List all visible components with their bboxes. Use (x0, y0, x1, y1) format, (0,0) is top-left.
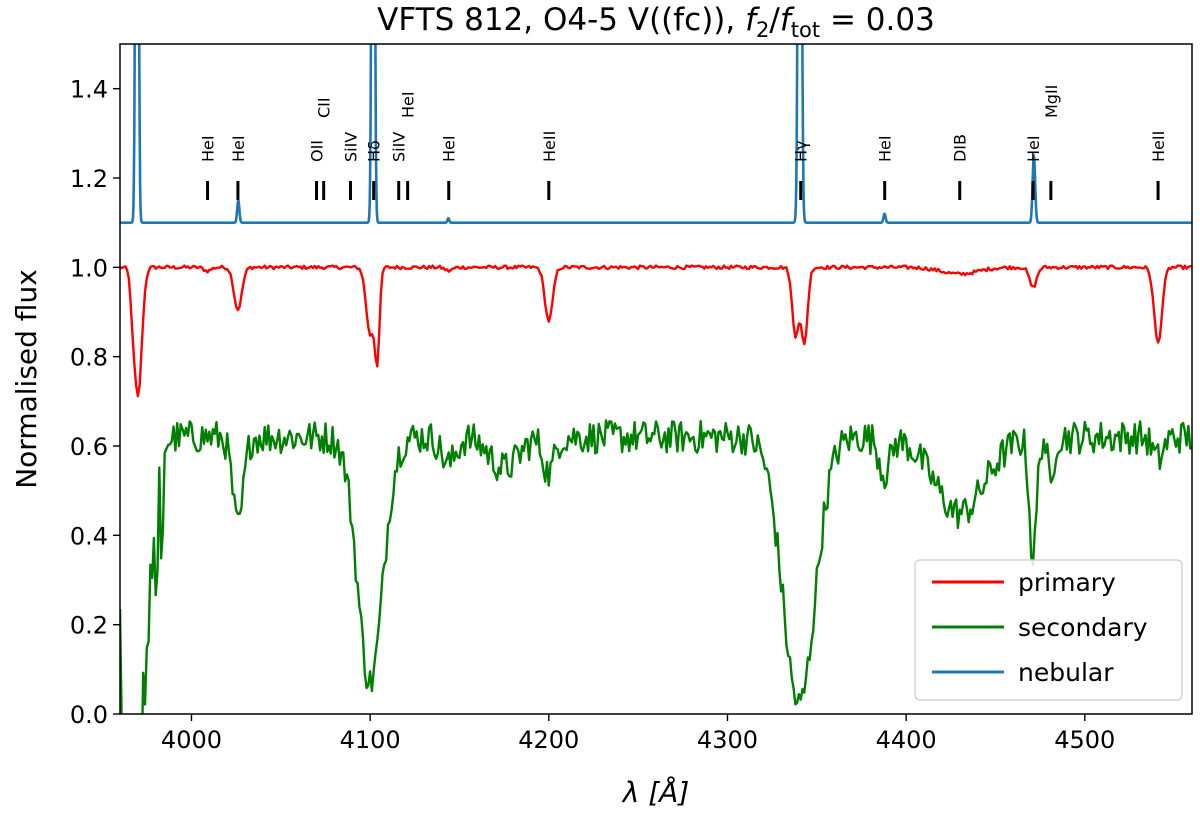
chart-title-slash: / (769, 2, 780, 38)
line-marker-label: MgII (1042, 85, 1061, 118)
chart-title: VFTS 812, O4-5 V((fc)), f2/ftot = 0.03 (377, 2, 935, 42)
chart-title-prefix: VFTS 812, O4-5 V((fc)), (377, 2, 745, 38)
chart-title-subtot: tot (791, 18, 820, 42)
line-marker-label: HeI (229, 135, 248, 162)
legend-box (914, 559, 1183, 701)
chart-title-sub2: 2 (756, 18, 769, 42)
line-marker-label: Hδ (365, 140, 384, 162)
legend-nebular-label: nebular (1018, 658, 1114, 687)
axis-ticks: 4000 4100 4200 4300 4400 4500 0.0 0.2 0.4 0.6 0.8 1… (70, 76, 1116, 754)
line-marker-label: HeI (199, 135, 218, 162)
legend: primary secondary nebular (914, 559, 1183, 701)
y-tick-label: 0.6 (70, 433, 108, 461)
line-marker-label: CII (315, 97, 334, 118)
legend-primary-label: primary (1018, 568, 1116, 597)
series-line-secondary (120, 419, 1192, 714)
x-tick-label: 4400 (876, 726, 937, 754)
x-axis-label-lambda: λ (621, 776, 640, 809)
y-tick-label: 0.2 (70, 612, 108, 640)
line-marker-label: HeI (1024, 135, 1043, 162)
x-tick-label: 4100 (340, 726, 401, 754)
line-marker-label: HeI (876, 135, 895, 162)
line-marker-label: HeI (399, 91, 418, 118)
series-line-nebular (120, 44, 1192, 224)
plot-frame (119, 43, 1193, 715)
x-tick-label: 4200 (518, 726, 579, 754)
y-tick-label: 1.4 (70, 76, 108, 104)
x-tick-label: 4500 (1054, 726, 1115, 754)
y-tick-label: 1.2 (70, 165, 108, 193)
chart-title-suffix: = 0.03 (820, 2, 935, 38)
y-tick-label: 0.8 (70, 344, 108, 372)
line-marker-label: HeII (1149, 131, 1168, 162)
line-marker-label: SiIV (390, 132, 409, 162)
y-tick-label: 0.0 (70, 701, 108, 729)
line-marker-label: HeI (440, 135, 459, 162)
y-tick-label: 1.0 (70, 254, 108, 282)
legend-secondary-label: secondary (1018, 613, 1148, 642)
line-markers: HeI HeI OII CII SiIV Hδ SiIV HeI HeI HeII Hγ HeI DIB… (199, 85, 1168, 200)
x-tick-label: 4000 (161, 726, 222, 754)
x-axis-label-space (639, 776, 648, 809)
line-marker-label: Hγ (792, 141, 811, 163)
y-axis-label: Normalised flux (10, 269, 43, 489)
line-marker-label: OII (308, 140, 327, 162)
x-axis-label-unit: [Å] (648, 775, 689, 809)
series-line-primary (120, 264, 1192, 398)
series-layer (120, 44, 1192, 714)
line-marker-label: DIB (951, 134, 970, 162)
x-axis-label: λ [Å] (621, 775, 690, 809)
line-marker-label: SiIV (341, 132, 360, 162)
y-tick-label: 0.4 (70, 522, 108, 550)
x-tick-label: 4300 (697, 726, 758, 754)
line-marker-label: HeII (540, 131, 559, 162)
